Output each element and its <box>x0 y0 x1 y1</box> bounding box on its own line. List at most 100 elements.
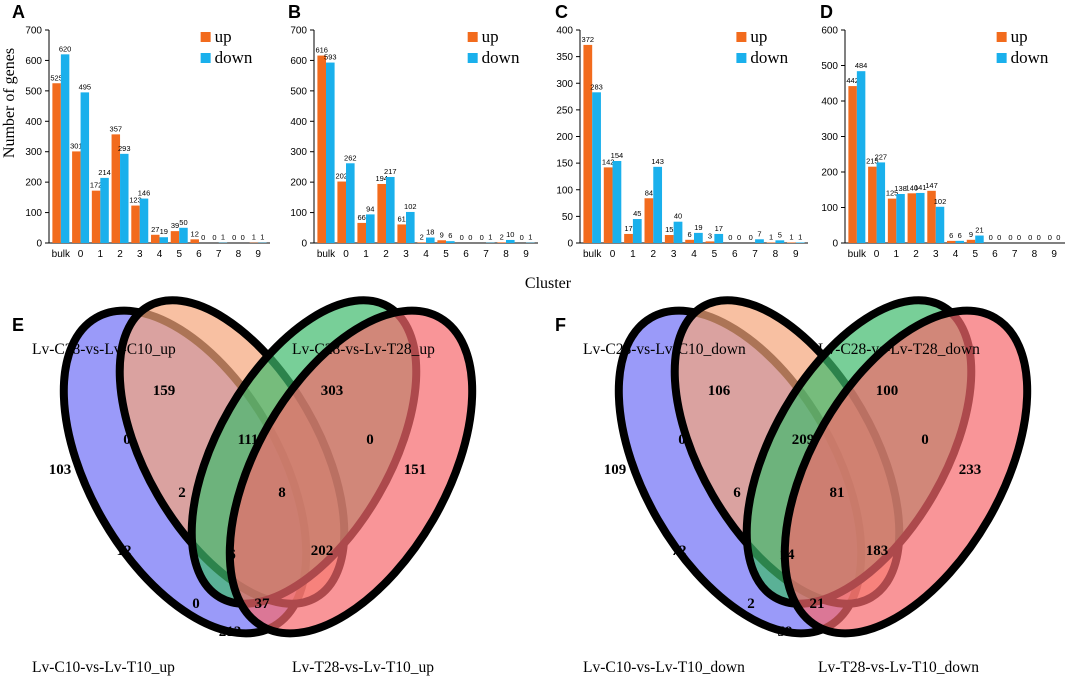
bar-down <box>406 211 415 243</box>
x-tick-label: 7 <box>1012 249 1018 260</box>
y-tick-label: 200 <box>821 168 838 179</box>
data-label: 202 <box>335 172 348 181</box>
x-tick-label: 5 <box>712 249 718 260</box>
x-tick-label: bulk <box>52 249 71 260</box>
bar-up <box>603 167 613 243</box>
y-tick-label: 300 <box>25 147 42 158</box>
bar-up <box>644 198 654 243</box>
y-tick-label: 250 <box>556 105 573 116</box>
bar-up <box>907 193 917 243</box>
data-label: 1 <box>252 233 256 242</box>
venn-set-labels: Lv-C28-vs-Lv-C10_down Lv-C28-vs-Lv-T28_d… <box>583 341 980 676</box>
venn-count: 151 <box>404 462 427 478</box>
data-label: 1 <box>769 232 773 241</box>
data-label: 1 <box>789 232 793 241</box>
data-label: 1 <box>528 233 532 242</box>
bar-up <box>170 231 180 243</box>
x-tick-label: 8 <box>503 249 509 260</box>
x-tick-label: 4 <box>423 249 429 260</box>
data-label: 21 <box>975 226 983 235</box>
data-label: 7 <box>757 229 761 238</box>
bar-up <box>190 239 199 243</box>
data-label: 0 <box>232 233 236 242</box>
x-tick-label: 3 <box>933 249 939 260</box>
y-tick-label: 700 <box>25 26 42 37</box>
data-label: 9 <box>969 230 973 239</box>
legend-swatch-down <box>467 53 478 63</box>
data-label: 1 <box>488 233 492 242</box>
bar-up <box>848 86 857 243</box>
data-label: 0 <box>241 233 245 242</box>
data-label: 0 <box>989 233 993 242</box>
data-label: 593 <box>324 53 337 62</box>
bar-up <box>624 233 633 243</box>
x-tick-label: 4 <box>953 249 959 260</box>
data-label: 0 <box>997 233 1001 242</box>
venn-counts: 103 159 303 151 0 111 0 2 8 12 6 202 0 3… <box>49 383 427 640</box>
data-label: 0 <box>460 233 464 242</box>
data-label: 9 <box>440 230 444 239</box>
x-tick-label: 9 <box>255 249 261 260</box>
venn-diagram-f: F Lv-C28-vs-Lv-C10_down Lv-C28-vs-Lv-T28… <box>555 296 1032 676</box>
panel-letter: A <box>12 2 25 22</box>
y-tick-label: 500 <box>821 61 838 72</box>
y-tick-label: 100 <box>25 208 42 219</box>
venn-set-label-2: Lv-C28-vs-Lv-T28_up <box>292 341 435 358</box>
venn-ellipses <box>59 296 477 638</box>
bar-up <box>397 224 406 243</box>
x-tick-label: bulk <box>317 249 336 260</box>
x-tick-label: 0 <box>610 249 616 260</box>
y-tick-label: 0 <box>36 239 42 250</box>
venn-count: 14 <box>780 547 796 563</box>
data-label: 1 <box>221 233 225 242</box>
data-label: 66 <box>358 213 366 222</box>
bar-up <box>766 242 776 243</box>
bar-down <box>506 239 515 243</box>
bar-up <box>337 181 346 243</box>
y-tick-label: 300 <box>556 79 573 90</box>
venn-count: 2 <box>747 596 755 612</box>
data-label: 262 <box>344 153 357 162</box>
x-tick-label: 1 <box>363 249 369 260</box>
x-tick-label: 1 <box>98 249 104 260</box>
panel-letter: C <box>555 2 568 22</box>
data-label: 102 <box>404 202 417 211</box>
y-tick-label: 200 <box>25 178 42 189</box>
data-label: 15 <box>665 225 673 234</box>
x-tick-label: 5 <box>443 249 449 260</box>
x-axis-title: Cluster <box>525 275 572 292</box>
y-tick-label: 200 <box>290 178 307 189</box>
legend-label-up: up <box>1011 27 1028 46</box>
venn-count: 2 <box>178 485 186 501</box>
venn-set-label-3: Lv-C10-vs-Lv-T10_up <box>32 659 175 676</box>
x-tick-label: 3 <box>137 249 143 260</box>
bar-down <box>673 221 683 243</box>
venn-count: 106 <box>708 383 731 399</box>
data-label: 194 <box>375 174 388 183</box>
data-label: 5 <box>778 230 782 239</box>
data-label: 0 <box>1037 233 1041 242</box>
data-label: 2 <box>500 232 504 241</box>
y-tick-label: 500 <box>25 86 42 97</box>
data-label: 19 <box>694 223 702 232</box>
venn-count: 0 <box>192 596 200 612</box>
venn-counts: 109 106 100 233 0 209 0 6 81 72 14 183 2… <box>604 383 982 640</box>
venn-count: 303 <box>321 383 344 399</box>
panel-letter: D <box>820 2 833 22</box>
venn-diagram-e: E Lv-C28-vs-Lv-C10_up Lv-C28-vs-Lv-T28_u… <box>12 296 477 676</box>
venn-count: 21 <box>810 596 825 612</box>
data-label: 102 <box>934 197 947 206</box>
data-label: 525 <box>50 73 63 82</box>
y-tick-label: 300 <box>821 132 838 143</box>
data-label: 19 <box>160 227 168 236</box>
bar-down <box>876 162 886 243</box>
bar-chart-d: D0100200300400500600bulk4424840215227112… <box>820 2 1065 260</box>
data-label: 2 <box>420 232 424 241</box>
bar-up <box>583 44 593 243</box>
data-label: 616 <box>315 46 328 55</box>
y-tick-label: 500 <box>290 86 307 97</box>
y-tick-label: 0 <box>567 239 573 250</box>
bar-up <box>151 234 160 243</box>
venn-count: 202 <box>311 543 334 559</box>
venn-count: 0 <box>678 432 686 448</box>
